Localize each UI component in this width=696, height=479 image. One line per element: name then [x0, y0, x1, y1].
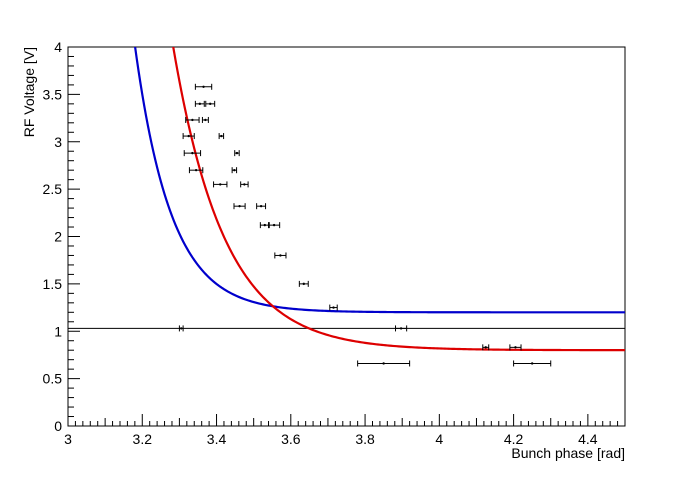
point-marker [191, 118, 194, 122]
y-tick-label: 1 [54, 323, 62, 339]
y-tick-label: 2.5 [43, 181, 63, 197]
point-marker [209, 102, 212, 106]
point-marker [191, 151, 194, 155]
y-tick-label: 3.5 [43, 86, 63, 102]
data-point [231, 167, 238, 174]
x-tick-label: 4.4 [578, 431, 598, 447]
fit-curve-1 [134, 47, 625, 314]
data-point [482, 344, 490, 351]
data-point [259, 222, 270, 229]
point-marker [198, 102, 202, 106]
data-point [357, 360, 411, 367]
point-marker [220, 134, 223, 138]
fit-curve-2 [172, 47, 625, 352]
point-marker [279, 254, 282, 257]
data-point [205, 100, 216, 107]
data-point [233, 203, 246, 210]
data-point [268, 222, 281, 229]
y-tick-label: 4 [54, 39, 62, 55]
y-tick-label: 3 [54, 134, 62, 150]
data-point [178, 325, 184, 332]
y-axis-label: RF Voltage [V] [21, 47, 37, 137]
data-point [182, 133, 195, 140]
x-tick-label: 4 [435, 431, 443, 447]
x-tick-label: 3.4 [207, 431, 227, 447]
plot-area [67, 46, 626, 427]
point-marker [263, 223, 267, 227]
data-point [395, 325, 408, 332]
data-point [194, 83, 213, 90]
point-marker [514, 346, 517, 349]
x-tick-label: 3.8 [355, 431, 375, 447]
data-point [509, 344, 522, 351]
x-tick-label: 4.2 [504, 431, 524, 447]
point-marker [243, 183, 246, 186]
point-marker [484, 346, 487, 349]
point-marker [194, 168, 198, 172]
data-point [298, 280, 309, 287]
y-tick-label: 0 [54, 418, 62, 434]
y-tick-label: 0.5 [43, 371, 63, 387]
data-point [234, 150, 240, 157]
data-point [185, 116, 200, 123]
point-marker [202, 85, 205, 88]
data-point [513, 360, 552, 367]
data-point [256, 203, 267, 210]
data-point [188, 167, 204, 174]
point-marker [399, 327, 403, 330]
point-marker [204, 118, 207, 122]
x-tick-label: 3.2 [133, 431, 153, 447]
x-axis: 3 3.2 3.4 3.6 3.8 4 4.2 4.4 [64, 414, 626, 447]
point-marker [259, 204, 263, 208]
y-tick-label: 2 [54, 229, 62, 245]
point-marker [187, 134, 190, 138]
data-point [218, 133, 225, 140]
point-marker [530, 362, 534, 365]
point-marker [219, 183, 222, 186]
point-marker [233, 168, 236, 172]
data-point [201, 116, 209, 123]
point-marker [235, 151, 239, 155]
point-marker [302, 282, 305, 286]
y-tick-label: 1.5 [43, 276, 63, 292]
fit-curves [134, 47, 625, 352]
x-tick-label: 3 [64, 431, 72, 447]
point-marker [382, 362, 385, 365]
x-axis-label: Bunch phase [rad] [511, 445, 625, 461]
data-points [178, 83, 552, 367]
data-point [183, 150, 202, 157]
data-point [240, 181, 249, 188]
point-marker [332, 306, 335, 309]
point-marker [180, 327, 183, 330]
point-marker [238, 204, 241, 208]
data-point [213, 181, 228, 188]
data-point [274, 252, 287, 259]
point-marker [272, 223, 276, 227]
x-tick-label: 3.6 [281, 431, 301, 447]
data-point [194, 100, 205, 107]
data-point [329, 304, 338, 311]
y-axis: 0 0.5 1 1.5 2 2.5 3 3.5 4 [43, 39, 80, 434]
